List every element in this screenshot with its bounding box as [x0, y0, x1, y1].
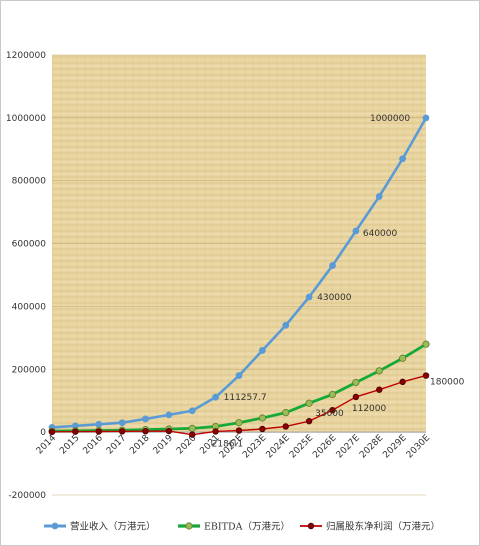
data-point: [305, 417, 313, 425]
data-point: [352, 227, 360, 235]
data-point: [329, 262, 336, 269]
data-point: [258, 414, 266, 422]
data-point: [212, 393, 220, 401]
data-point: [235, 427, 243, 434]
data-point: [95, 428, 102, 435]
data-point: [399, 378, 406, 386]
x-tick-label: 2030E: [405, 433, 433, 461]
y-axis: -200000 0 200000 400000 600000 800000 1000000 1…: [6, 51, 46, 501]
data-label: 111257.7: [224, 393, 267, 403]
data-point: [118, 428, 126, 435]
data-point: [329, 406, 336, 414]
data-point: [95, 420, 103, 428]
data-point: [235, 419, 243, 427]
legend-marker: [51, 522, 59, 530]
x-tick-label: 2027E: [335, 433, 363, 461]
data-label: 2186.1: [212, 439, 244, 449]
legend-entry: 营业收入（万港元）: [44, 521, 156, 533]
y-tick-label: 800000: [12, 177, 47, 187]
data-point: [118, 419, 126, 427]
data-point: [142, 415, 149, 423]
data-label: 112000: [352, 404, 387, 414]
data-point: [352, 393, 360, 401]
x-tick-label: 2015: [58, 433, 81, 456]
legend-label: 归属股东净利润（万港元）: [326, 521, 440, 533]
x-tick-label: 2019: [152, 433, 175, 456]
data-label: 640000: [363, 229, 398, 239]
x-tick-label: 2026E: [311, 433, 339, 461]
data-point: [328, 390, 337, 399]
x-tick-label: 2028E: [358, 433, 386, 461]
x-tick-label: 2025E: [288, 433, 316, 461]
legend: 营业收入（万港元） EBITDA（万港元） 归属股东净利润（万港元）: [44, 521, 440, 533]
y-tick-label: 200000: [12, 365, 47, 375]
data-point: [48, 428, 56, 436]
data-point: [189, 431, 196, 438]
data-point: [399, 354, 407, 362]
legend-entry: 归属股东净利润（万港元）: [300, 521, 440, 533]
data-point: [235, 372, 243, 379]
data-point: [375, 193, 383, 200]
data-point: [165, 427, 173, 435]
y-tick-label: 400000: [12, 302, 47, 312]
x-tick-label: 2029E: [381, 433, 409, 461]
legend-entry: EBITDA（万港元）: [178, 521, 290, 533]
data-point: [352, 378, 360, 387]
series-3: [48, 372, 430, 438]
legend-marker: [185, 522, 193, 530]
y-tick-label: 1200000: [6, 51, 46, 61]
x-tick-label: 2020: [175, 433, 198, 456]
data-point: [376, 386, 383, 393]
data-label: 35000: [315, 409, 344, 419]
data-point: [282, 321, 290, 329]
data-point: [72, 428, 79, 435]
data-point: [188, 424, 196, 432]
series-1: [48, 114, 430, 431]
data-point: [165, 411, 173, 419]
series-layer: [48, 114, 430, 438]
legend-label: EBITDA（万港元）: [204, 521, 290, 533]
data-label: 180000: [430, 378, 465, 388]
legend-marker: [307, 522, 315, 530]
data-label: 430000: [317, 293, 352, 303]
data-label: 1000000: [370, 114, 410, 124]
x-tick-label: 2024E: [265, 433, 293, 461]
data-point: [188, 407, 196, 415]
data-labels: 111257.7 430000 640000 1000000 2186.1 35000 11…: [212, 114, 465, 450]
data-point: [399, 155, 407, 163]
x-tick-label: 2016: [82, 433, 105, 456]
y-tick-label: 1000000: [6, 114, 46, 124]
data-point: [422, 340, 430, 348]
data-point: [422, 372, 430, 379]
data-point: [259, 425, 266, 433]
data-point: [282, 409, 290, 417]
data-point: [142, 428, 149, 435]
x-tick-label: 2018: [128, 433, 151, 456]
x-tick-label: 2017: [105, 433, 128, 456]
y-tick-label: 0: [40, 428, 46, 438]
data-point: [375, 367, 383, 375]
x-tick-label: 2023E: [241, 433, 269, 461]
data-point: [282, 423, 289, 430]
y-tick-label: 600000: [12, 240, 47, 250]
x-tick-label: 2014: [35, 433, 58, 456]
legend-label: 营业收入（万港元）: [70, 521, 156, 533]
data-point: [258, 347, 266, 354]
data-point: [305, 293, 313, 301]
data-point: [212, 428, 219, 435]
y-tick-label: -200000: [8, 491, 46, 501]
data-point: [305, 399, 313, 407]
data-point: [422, 114, 430, 122]
